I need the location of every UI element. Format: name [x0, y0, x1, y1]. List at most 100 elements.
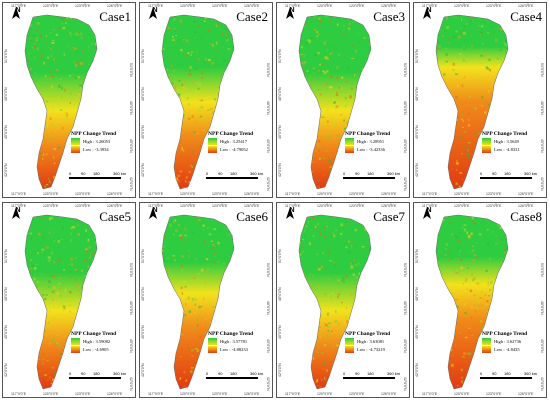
lon-tick-label: 126°0'0"E — [381, 4, 397, 8]
study-region — [435, 14, 509, 190]
scale-label: 360 km — [113, 371, 127, 376]
lat-tick-label: 48°0'0"N — [4, 287, 8, 301]
lon-tick-label: 123°0'0"E — [349, 204, 365, 208]
lon-tick-label: 117°0'0"E — [422, 392, 438, 396]
lon-tick-label: 117°0'0"E — [11, 4, 27, 8]
legend-high-value: High : 3.5649 — [494, 139, 519, 144]
legend-swatch-low — [71, 346, 80, 353]
scale-label: 0 — [480, 171, 483, 176]
scale-bar: 0 90 180 360 km — [206, 171, 270, 185]
case-title: Case3 — [373, 9, 405, 24]
lat-tick-label: 42°0'0"N — [141, 363, 145, 377]
scale-bar: 0 90 180 360 km — [69, 371, 133, 385]
legend-swatch-low — [208, 346, 217, 353]
lat-tick-label: 51°0'0"N — [415, 249, 419, 263]
lat-tick-label: 48°0'0"N — [141, 287, 145, 301]
legend: NPP Change Trend High : 3.59082 Low : -4.6… — [71, 331, 135, 353]
lat-tick-label: 42°0'0"N — [4, 363, 8, 377]
scale-bar: 0 90 180 360 km — [343, 371, 407, 385]
lat-tick-label: 42°0'0"N — [141, 163, 145, 177]
lon-tick-label: 126°0'0"E — [518, 192, 534, 196]
map-panel-1: Case1 N 117°0'0"E 117°0'0"E 120°0'0"E 120°0'0… — [2, 2, 136, 198]
lon-tick-label: 123°0'0"E — [75, 4, 91, 8]
map-panel-3: Case3 N 117°0'0"E 117°0'0"E 120°0'0"E 120°0'0… — [276, 2, 410, 198]
legend-high-value: High : 3.28951 — [357, 139, 385, 144]
study-region — [24, 214, 98, 390]
legend-low-value: Low : -3.42336 — [357, 147, 385, 152]
scale-label: 360 km — [387, 171, 401, 176]
scale-label: 180 — [230, 371, 237, 376]
scale-label: 360 km — [113, 171, 127, 176]
legend-swatch-low — [208, 146, 217, 153]
scale-label: 0 — [69, 371, 72, 376]
north-arrow-icon: N — [422, 207, 436, 219]
case-title: Case4 — [510, 9, 542, 24]
npp-map — [20, 203, 118, 390]
scale-label: 0 — [343, 371, 346, 376]
scale-label: 90 — [218, 171, 223, 176]
lon-tick-label: 117°0'0"E — [11, 192, 27, 196]
lon-tick-label: 120°0'0"E — [317, 204, 333, 208]
lon-tick-label: 126°0'0"E — [107, 204, 123, 208]
legend: NPP Change Trend High : 3.5649 Low : -4.83… — [482, 131, 546, 153]
north-arrow-icon: N — [148, 7, 162, 19]
lat-tick-label: 51°0'0"N — [403, 63, 407, 77]
lon-tick-label: 126°0'0"E — [381, 204, 397, 208]
scale-label: 90 — [355, 371, 360, 376]
lon-tick-label: 117°0'0"E — [148, 4, 164, 8]
lat-tick-label: 48°0'0"N — [141, 87, 145, 101]
lon-tick-label: 126°0'0"E — [244, 192, 260, 196]
lon-tick-label: 126°0'0"E — [244, 392, 260, 396]
lon-tick-label: 120°0'0"E — [454, 204, 470, 208]
north-arrow-icon: N — [148, 207, 162, 219]
lon-tick-label: 126°0'0"E — [518, 4, 534, 8]
legend-low-value: Low : -4.8435 — [494, 347, 520, 352]
scale-label: 360 km — [387, 371, 401, 376]
scale-bar: 0 90 180 360 km — [69, 171, 133, 185]
lon-tick-label: 123°0'0"E — [212, 4, 228, 8]
lon-tick-label: 123°0'0"E — [486, 4, 502, 8]
lat-tick-label: 48°0'0"N — [403, 101, 407, 115]
scale-label: 0 — [343, 171, 346, 176]
npp-map — [431, 203, 529, 390]
lat-tick-label: 51°0'0"N — [4, 249, 8, 263]
lat-tick-label: 51°0'0"N — [266, 63, 270, 77]
lat-tick-label: 51°0'0"N — [141, 49, 145, 63]
lat-tick-label: 48°0'0"N — [278, 87, 282, 101]
scale-label: 180 — [93, 171, 100, 176]
legend-low-value: Low : -4.6905 — [83, 347, 109, 352]
lat-tick-label: 51°0'0"N — [129, 63, 133, 77]
legend: NPP Change Trend High : 3.63081 Low : -4.7… — [345, 331, 409, 353]
lon-tick-label: 120°0'0"E — [180, 392, 196, 396]
lon-tick-label: 123°0'0"E — [486, 192, 502, 196]
scale-label: 180 — [230, 171, 237, 176]
scale-label: 360 km — [524, 171, 538, 176]
npp-map — [157, 3, 255, 190]
scale-bar: 0 90 180 360 km — [206, 371, 270, 385]
lat-tick-label: 48°0'0"N — [129, 101, 133, 115]
lat-tick-label: 48°0'0"N — [415, 287, 419, 301]
lon-tick-label: 120°0'0"E — [180, 204, 196, 208]
scale-label: 180 — [367, 171, 374, 176]
lon-tick-label: 117°0'0"E — [285, 192, 301, 196]
lon-tick-label: 120°0'0"E — [43, 204, 59, 208]
lat-tick-label: 51°0'0"N — [278, 249, 282, 263]
map-panel-6: Case6 N 117°0'0"E 117°0'0"E 120°0'0"E 120°0'0… — [139, 202, 273, 398]
lat-tick-label: 48°0'0"N — [4, 87, 8, 101]
lon-tick-label: 117°0'0"E — [11, 204, 27, 208]
lat-tick-label: 45°0'0"N — [415, 325, 419, 339]
lon-tick-label: 123°0'0"E — [75, 204, 91, 208]
scale-label: 0 — [69, 171, 72, 176]
legend-swatch-low — [345, 346, 354, 353]
lon-tick-label: 120°0'0"E — [180, 192, 196, 196]
lat-tick-label: 48°0'0"N — [266, 101, 270, 115]
lon-tick-label: 117°0'0"E — [422, 204, 438, 208]
scale-label: 0 — [480, 371, 483, 376]
lon-tick-label: 123°0'0"E — [349, 392, 365, 396]
legend-swatch-high — [71, 338, 80, 345]
lon-tick-label: 126°0'0"E — [107, 392, 123, 396]
lon-tick-label: 120°0'0"E — [454, 4, 470, 8]
lon-tick-label: 120°0'0"E — [43, 392, 59, 396]
scale-label: 180 — [367, 371, 374, 376]
lon-tick-label: 123°0'0"E — [349, 192, 365, 196]
